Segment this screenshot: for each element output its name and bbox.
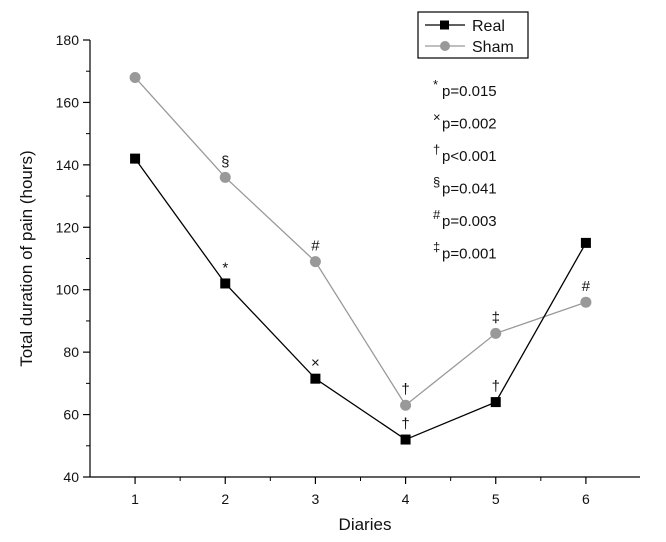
legend: Real Sham (417, 11, 529, 59)
y-tick-label: 80 (63, 344, 79, 360)
significance-marker: † (401, 416, 409, 433)
legend-label-sham: Sham (472, 39, 514, 56)
note-pvalue: p=0.015 (442, 83, 497, 100)
annotation-layer: * × † † § # † ‡ # (221, 153, 591, 432)
legend-marker-real (440, 20, 449, 30)
note-symbol: × (433, 110, 441, 125)
y-tick-label: 160 (56, 94, 80, 110)
significance-marker: † (492, 378, 500, 395)
note-symbol: ‡ (433, 240, 440, 255)
significance-notes: * p=0.015× p=0.002† p<0.001§ p=0.041# p=0.003… (433, 77, 497, 263)
significance-marker: * (222, 259, 228, 276)
data-point-real (220, 278, 231, 289)
x-tick-label: 4 (402, 491, 410, 507)
y-axis-title: Total duration of pain (hours) (17, 150, 36, 366)
data-point-real (310, 373, 321, 384)
x-tick-label: 3 (312, 491, 320, 507)
significance-marker: ‡ (492, 309, 500, 326)
x-tick-label: 5 (492, 491, 500, 507)
note-symbol: # (433, 207, 441, 222)
significance-marker: × (311, 355, 320, 372)
significance-marker: # (582, 278, 591, 295)
y-tick-label: 100 (56, 282, 80, 298)
y-tick-label: 40 (63, 469, 79, 485)
note-pvalue: p<0.001 (442, 148, 497, 165)
note-pvalue: p=0.003 (442, 213, 497, 230)
data-point-sham (490, 327, 502, 339)
data-point-sham (129, 71, 141, 83)
x-axis-title: Diaries (339, 515, 392, 534)
note-pvalue: p=0.001 (442, 246, 497, 263)
data-point-real (130, 153, 141, 164)
note-symbol: § (433, 175, 440, 190)
y-tick-label: 60 (63, 407, 79, 423)
y-tick-label: 120 (56, 219, 80, 235)
axes: 40 60 80 100 120 140 160 180 1 2 3 4 5 6 (56, 32, 640, 507)
note-symbol: * (433, 77, 438, 92)
data-point-sham (219, 171, 231, 183)
series-line-real (134, 158, 587, 441)
data-point-sham (400, 399, 412, 411)
x-tick-label: 2 (221, 491, 229, 507)
series-line-sham (134, 77, 587, 407)
note-pvalue: p=0.041 (442, 181, 497, 198)
data-point-sham (309, 256, 321, 268)
x-tick-label: 6 (582, 491, 590, 507)
significance-marker: † (401, 381, 409, 398)
significance-marker: § (221, 153, 229, 170)
y-tick-label: 140 (56, 157, 80, 173)
y-tick-label: 180 (56, 32, 80, 48)
legend-label-real: Real (472, 18, 505, 35)
data-point-real (400, 434, 411, 445)
note-pvalue: p=0.002 (442, 116, 497, 133)
data-point-real (490, 397, 501, 408)
series-layer (129, 71, 592, 445)
significance-marker: # (311, 238, 320, 255)
data-point-sham (580, 296, 592, 308)
data-point-real (580, 237, 591, 248)
note-symbol: † (433, 142, 440, 157)
legend-box (417, 11, 529, 59)
x-tick-label: 1 (131, 491, 139, 507)
legend-marker-sham (440, 41, 450, 51)
